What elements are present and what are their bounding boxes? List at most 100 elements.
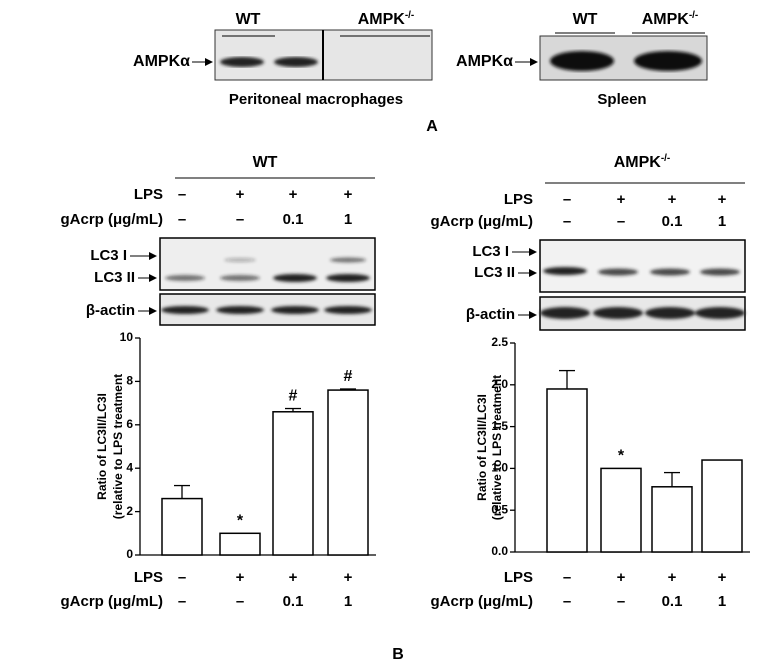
label: 0.1 — [283, 593, 304, 610]
label: + — [668, 191, 677, 208]
label: 1 — [718, 213, 726, 230]
label: + — [718, 191, 727, 208]
y-axis-label: Ratio of LC3II/LC3I — [95, 393, 109, 500]
label: AMPK-/- — [358, 10, 415, 29]
label-sup: -/- — [405, 10, 414, 21]
label: LPS — [504, 569, 533, 586]
label: AMPKα — [133, 53, 190, 70]
bar — [701, 459, 743, 553]
blot-box — [159, 237, 376, 291]
y-axis-label: (relative to LPS treatment — [490, 375, 504, 520]
label: WT — [573, 11, 598, 28]
label-sup: -/- — [689, 10, 698, 21]
bar — [546, 388, 588, 553]
label: + — [236, 569, 245, 586]
label: 0.1 — [662, 593, 683, 610]
y-tick-label: 0.0 — [491, 544, 508, 558]
annotation: * — [237, 513, 244, 530]
label-base: AMPK — [642, 11, 690, 28]
label: AMPKα — [456, 53, 513, 70]
band — [634, 51, 702, 71]
label: 1 — [718, 593, 726, 610]
y-tick-label: 2.5 — [491, 335, 508, 349]
label: LC3 II — [94, 269, 135, 286]
label: + — [668, 569, 677, 586]
y-axis-label: Ratio of LC3II/LC3I — [475, 394, 489, 501]
label: + — [718, 569, 727, 586]
label: + — [344, 186, 353, 203]
bar — [651, 486, 693, 553]
label: gAcrp (μg/mL) — [430, 593, 533, 610]
label-sup: -/- — [661, 153, 670, 164]
label: + — [617, 569, 626, 586]
label: + — [289, 186, 298, 203]
y-tick-label: 8 — [126, 374, 133, 388]
label: LC3 I — [90, 247, 127, 264]
label: – — [563, 569, 571, 586]
label: 0.1 — [662, 213, 683, 230]
bands — [161, 257, 745, 319]
label: 1 — [344, 211, 352, 228]
bar — [219, 532, 261, 556]
label: gAcrp (μg/mL) — [430, 213, 533, 230]
label: AMPK-/- — [614, 153, 671, 172]
y-tick-label: 2.0 — [491, 377, 508, 391]
label: + — [289, 569, 298, 586]
label: 0.1 — [283, 211, 304, 228]
label: – — [236, 211, 244, 228]
bar — [161, 497, 203, 556]
label: – — [178, 186, 186, 203]
label: – — [617, 213, 625, 230]
annotation: # — [289, 388, 298, 405]
bar — [600, 467, 642, 553]
y-tick-label: 2 — [126, 504, 133, 518]
label: LPS — [134, 569, 163, 586]
label: gAcrp (μg/mL) — [60, 593, 163, 610]
label: WT — [253, 154, 278, 171]
annotation: * — [618, 448, 625, 465]
band — [220, 57, 264, 67]
label: Spleen — [597, 91, 646, 108]
band — [274, 57, 318, 67]
y-tick-label: 10 — [120, 330, 134, 344]
y-tick-label: 1.5 — [491, 419, 508, 433]
band — [550, 51, 614, 71]
y-tick-label: 0.5 — [491, 502, 508, 516]
label: WT — [236, 11, 261, 28]
label: β-actin — [86, 302, 135, 319]
label: B — [392, 646, 404, 663]
label: + — [617, 191, 626, 208]
label-base: AMPK — [614, 154, 662, 171]
label: – — [563, 593, 571, 610]
annotation: # — [344, 368, 353, 385]
label: 1 — [344, 593, 352, 610]
label: gAcrp (μg/mL) — [60, 211, 163, 228]
y-axis-label: (relative to LPS treatment — [111, 374, 125, 519]
label: LPS — [504, 191, 533, 208]
label: Peritoneal macrophages — [229, 91, 403, 108]
label: β-actin — [466, 306, 515, 323]
bar — [327, 389, 369, 556]
label-base: AMPK — [358, 11, 406, 28]
blot-arrows — [130, 248, 537, 319]
label: – — [178, 593, 186, 610]
y-tick-label: 4 — [126, 460, 133, 474]
bar — [272, 411, 314, 556]
y-tick-label: 1.0 — [491, 461, 508, 475]
label: A — [426, 118, 438, 135]
label: – — [236, 593, 244, 610]
label: – — [178, 569, 186, 586]
label: AMPK-/- — [642, 10, 699, 29]
label: + — [344, 569, 353, 586]
label: LC3 II — [474, 264, 515, 281]
label: – — [617, 593, 625, 610]
blot-box — [539, 239, 746, 293]
label: – — [178, 211, 186, 228]
label: + — [236, 186, 245, 203]
label: – — [563, 191, 571, 208]
label: LPS — [134, 186, 163, 203]
label: – — [563, 213, 571, 230]
label: LC3 I — [472, 243, 509, 260]
y-tick-label: 6 — [126, 417, 133, 431]
